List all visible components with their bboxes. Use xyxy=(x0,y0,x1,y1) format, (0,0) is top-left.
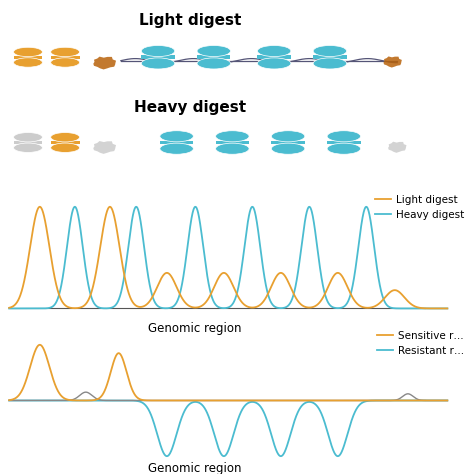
Ellipse shape xyxy=(197,58,230,69)
FancyBboxPatch shape xyxy=(216,141,249,145)
FancyBboxPatch shape xyxy=(257,55,291,59)
Legend: Sensitive r…, Resistant r…: Sensitive r…, Resistant r… xyxy=(374,327,469,360)
Text: Genomic region: Genomic region xyxy=(148,321,242,335)
FancyBboxPatch shape xyxy=(141,55,175,59)
Ellipse shape xyxy=(216,131,249,142)
Ellipse shape xyxy=(216,143,249,154)
FancyBboxPatch shape xyxy=(51,141,80,144)
Ellipse shape xyxy=(51,58,80,67)
FancyBboxPatch shape xyxy=(14,141,42,144)
Text: Genomic region: Genomic region xyxy=(148,462,242,474)
Ellipse shape xyxy=(272,131,305,142)
Ellipse shape xyxy=(327,143,361,154)
Ellipse shape xyxy=(257,58,291,69)
Ellipse shape xyxy=(141,58,175,69)
PathPatch shape xyxy=(93,56,116,70)
Ellipse shape xyxy=(257,46,291,56)
Text: Light digest: Light digest xyxy=(139,13,242,28)
PathPatch shape xyxy=(383,56,402,68)
Ellipse shape xyxy=(14,47,42,57)
Ellipse shape xyxy=(272,143,305,154)
FancyBboxPatch shape xyxy=(327,141,361,145)
Ellipse shape xyxy=(51,133,80,142)
Text: Heavy digest: Heavy digest xyxy=(135,100,246,115)
FancyBboxPatch shape xyxy=(272,141,305,145)
FancyBboxPatch shape xyxy=(160,141,193,145)
FancyBboxPatch shape xyxy=(51,55,80,59)
Ellipse shape xyxy=(327,131,361,142)
Ellipse shape xyxy=(14,133,42,142)
FancyBboxPatch shape xyxy=(14,55,42,59)
Ellipse shape xyxy=(141,46,175,56)
Ellipse shape xyxy=(313,58,346,69)
Ellipse shape xyxy=(51,47,80,57)
Ellipse shape xyxy=(14,58,42,67)
Ellipse shape xyxy=(14,143,42,153)
PathPatch shape xyxy=(388,142,407,153)
Ellipse shape xyxy=(160,131,193,142)
PathPatch shape xyxy=(93,141,116,154)
FancyBboxPatch shape xyxy=(197,55,230,59)
Ellipse shape xyxy=(197,46,230,56)
Legend: Light digest, Heavy digest: Light digest, Heavy digest xyxy=(371,191,469,224)
Ellipse shape xyxy=(51,143,80,153)
Ellipse shape xyxy=(160,143,193,154)
Ellipse shape xyxy=(313,46,346,56)
FancyBboxPatch shape xyxy=(313,55,346,59)
